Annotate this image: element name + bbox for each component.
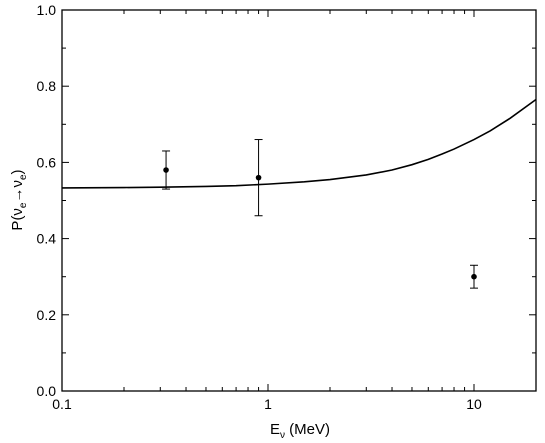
y-tick-label: 0.2 [37, 307, 57, 323]
x-axis-label-main: E [270, 421, 280, 438]
data-point [163, 167, 169, 173]
y-tick-label: 0.4 [37, 231, 57, 247]
y-axis-label-arrow: → [9, 188, 26, 203]
y-tick-label: 0.6 [37, 154, 57, 170]
x-tick-label: 0.1 [52, 396, 72, 412]
y-tick-label: 1.0 [37, 2, 57, 18]
data-point-group [162, 139, 478, 289]
plot-frame [61, 9, 537, 392]
x-tick-label: 1 [264, 396, 272, 412]
y-axis-label-sub2: e [18, 174, 29, 180]
x-axis-label-sub: ν [280, 430, 285, 441]
x-axis-label: Eν (MeV) [270, 421, 330, 441]
y-axis-label-post: ) [9, 169, 26, 174]
series-curve [61, 98, 537, 189]
data-point [255, 174, 262, 181]
y-axis-label-mid: ν [9, 180, 26, 188]
x-axis-label-unit: (MeV) [285, 421, 330, 438]
tick-label-group: 0.1 1 10 0.0 0.2 0.4 0.6 0.8 1.0 [37, 2, 482, 412]
x-tick-label: 10 [466, 396, 482, 412]
y-axis-label-sub1: e [18, 202, 29, 208]
y-tick-label: 0.8 [37, 78, 57, 94]
y-tick-label: 0.0 [37, 383, 57, 399]
data-point [471, 273, 477, 280]
tick-group [61, 9, 536, 392]
y-axis-label-pre: P(ν [9, 208, 26, 231]
y-axis-label: P(νe→νe) [9, 169, 29, 230]
